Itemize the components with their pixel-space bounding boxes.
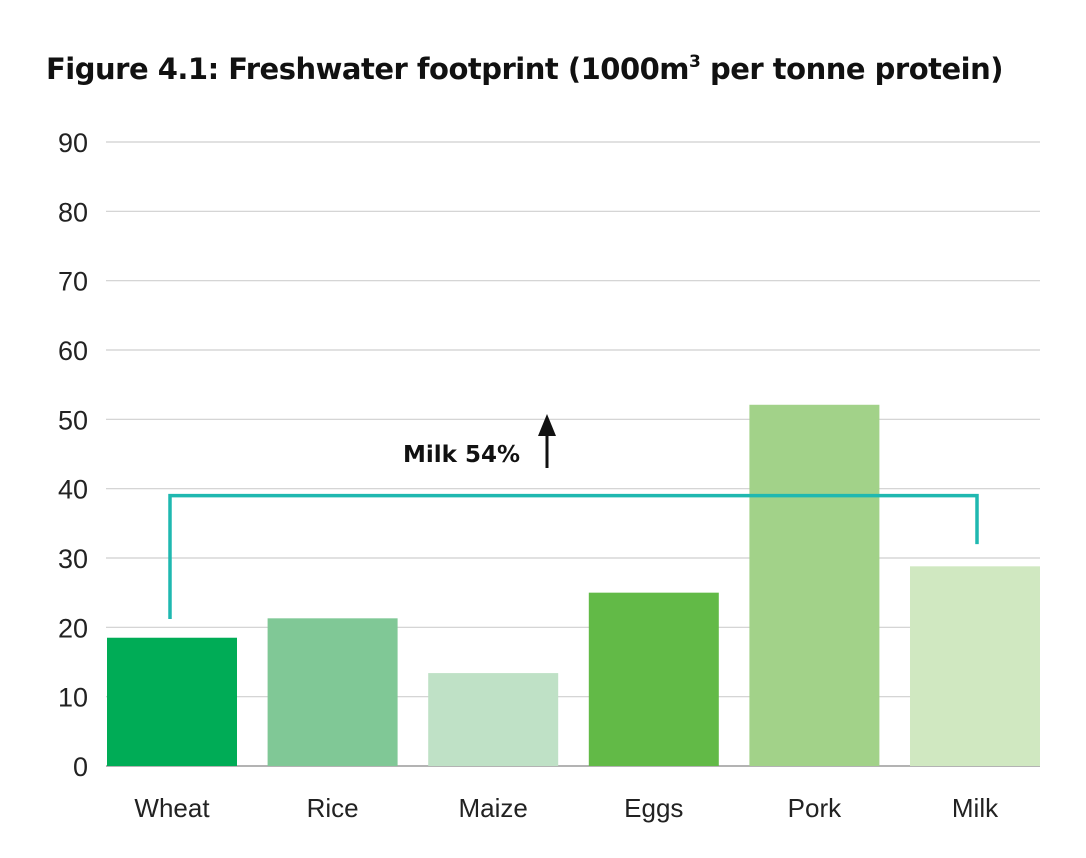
bars [107,404,1040,766]
bar-wheat [107,637,237,766]
category-label-milk: Milk [952,793,999,823]
chart-title: Figure 4.1: Freshwater footprint (1000m3… [46,52,1003,86]
category-label-eggs: Eggs [624,793,683,823]
chart-title-superscript: 3 [689,52,701,72]
x-axis-category-labels: Wheat Rice Maize Eggs Pork Milk [134,793,999,823]
category-label-rice: Rice [307,793,359,823]
y-tick-label-60: 60 [58,336,88,366]
bar-maize [428,673,559,766]
bar-eggs [588,592,719,766]
y-axis-tick-labels: 0 10 20 30 40 50 60 70 80 90 [58,128,88,782]
y-tick-label-20: 20 [58,613,88,643]
category-label-maize: Maize [459,793,528,823]
y-tick-label-70: 70 [58,267,88,297]
grid-lines [106,141,1040,767]
y-tick-label-40: 40 [58,475,88,505]
chart-title-main: Figure 4.1: Freshwater footprint (1000m [46,52,690,86]
milk-comparison-annotation: Milk 54% [168,414,979,620]
y-tick-label-30: 30 [58,544,88,574]
annotation-label: Milk 54% [403,442,520,468]
bar-rice [267,618,398,766]
y-tick-label-80: 80 [58,197,88,227]
up-arrow-icon [538,414,556,436]
y-tick-label-90: 90 [58,128,88,158]
bar-milk [910,566,1040,766]
comparison-bracket [168,493,979,620]
y-tick-label-10: 10 [58,683,88,713]
y-tick-label-0: 0 [73,752,88,782]
chart-title-end: per tonne protein) [700,52,1004,86]
bar-pork [749,404,880,766]
category-label-pork: Pork [788,793,842,823]
y-tick-label-50: 50 [58,405,88,435]
category-label-wheat: Wheat [134,793,210,823]
